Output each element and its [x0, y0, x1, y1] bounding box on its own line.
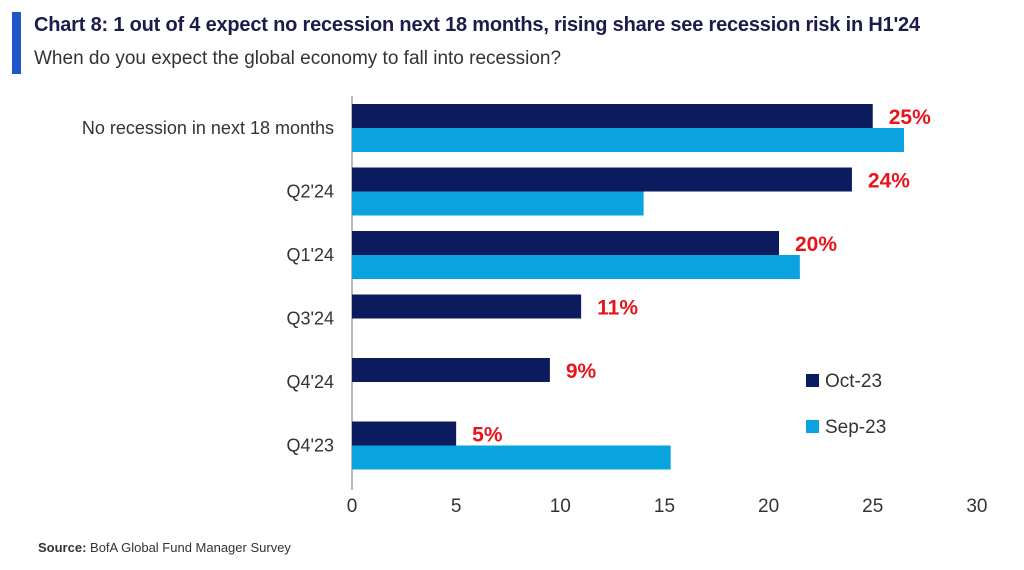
source-text: BofA Global Fund Manager Survey	[90, 540, 291, 555]
legend-swatch-sep-23	[806, 420, 819, 433]
bar-oct-23	[352, 358, 550, 382]
x-tick-label: 0	[347, 496, 358, 517]
legend-label: Oct-23	[825, 371, 882, 392]
data-label: 11%	[597, 297, 638, 320]
category-label: Q1'24	[287, 245, 334, 265]
data-label: 25%	[889, 106, 931, 129]
x-tick-label: 5	[451, 496, 462, 517]
category-label: Q2'24	[287, 182, 334, 202]
x-tick-label: 20	[758, 496, 779, 517]
bar-oct-23	[352, 167, 852, 192]
legend-swatch-oct-23	[806, 374, 819, 387]
x-tick-label: 15	[654, 496, 675, 517]
x-tick-label: 10	[550, 496, 571, 517]
bar-oct-23	[352, 231, 780, 255]
category-label: Q3'24	[287, 309, 334, 329]
source-note: Source: BofA Global Fund Manager Survey	[38, 540, 291, 555]
data-label: 20%	[795, 233, 837, 256]
bar-oct-23	[352, 421, 457, 446]
bar-sep-23	[352, 128, 904, 152]
bar-sep-23	[352, 445, 671, 470]
category-label: No recession in next 18 months	[82, 118, 334, 138]
x-tick-label: 30	[966, 496, 987, 517]
data-label: 9%	[566, 360, 597, 383]
bar-oct-23	[352, 294, 582, 319]
category-label: Q4'23	[287, 436, 334, 456]
legend-label: Sep-23	[825, 417, 886, 438]
data-label: 24%	[868, 170, 910, 193]
bar-sep-23	[352, 255, 800, 279]
category-label: Q4'24	[287, 372, 334, 392]
title-accent-bar	[12, 12, 21, 74]
chart-subtitle: When do you expect the global economy to…	[34, 48, 562, 69]
bar-sep-23	[352, 191, 644, 216]
data-label: 5%	[472, 424, 503, 447]
source-label: Source:	[38, 540, 87, 555]
chart-title: Chart 8: 1 out of 4 expect no recession …	[34, 14, 920, 36]
x-tick-label: 25	[862, 496, 883, 517]
bar-oct-23	[352, 104, 873, 128]
